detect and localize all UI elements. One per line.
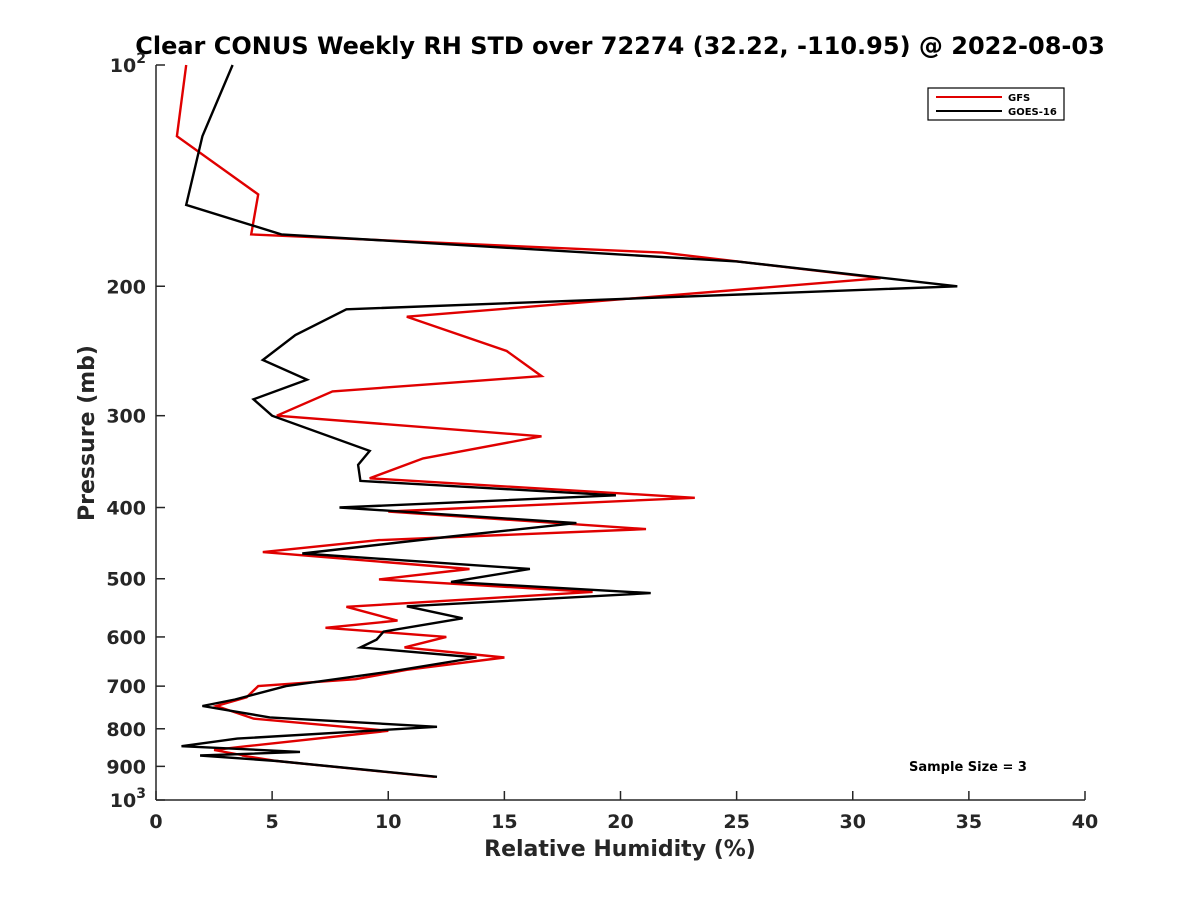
- y-tick-label: 300: [106, 406, 146, 428]
- x-tick-label: 20: [607, 811, 633, 833]
- y-tick-label-power: 102: [110, 51, 146, 77]
- y-tick-label: 600: [106, 627, 146, 649]
- sample-size-annotation: Sample Size = 3: [909, 760, 1027, 775]
- y-tick-base: 10: [110, 55, 136, 77]
- y-tick-label: 700: [106, 676, 146, 698]
- y-tick-exponent: 3: [136, 786, 146, 802]
- x-axis-label: Relative Humidity (%): [484, 837, 756, 862]
- x-tick-label: 0: [149, 811, 162, 833]
- series-line-gfs: [175, 64, 881, 778]
- y-tick-label-power: 103: [110, 786, 146, 812]
- x-tick-label: 5: [266, 811, 279, 833]
- x-tick-label: 25: [723, 811, 749, 833]
- y-tick-label: 500: [106, 569, 146, 591]
- x-tick-label: 30: [840, 811, 866, 833]
- x-tick-label: 35: [956, 811, 982, 833]
- x-tick-label: 10: [375, 811, 401, 833]
- y-tick-base: 10: [110, 790, 136, 812]
- y-axis-label: Pressure (mb): [75, 345, 100, 521]
- legend-box: [927, 87, 1065, 121]
- legend: GFS GOES-16: [927, 87, 1065, 121]
- y-tick-exponent: 2: [136, 51, 146, 67]
- x-ticks: 0 5 10 15 20 25 30 35 40: [149, 791, 1098, 833]
- y-tick-label: 400: [106, 498, 146, 520]
- y-tick-label: 900: [106, 756, 146, 778]
- x-tick-label: 15: [491, 811, 517, 833]
- series-line-goes16: [181, 64, 958, 778]
- chart-title: Clear CONUS Weekly RH STD over 72274 (32…: [135, 32, 1105, 60]
- y-tick-label: 800: [106, 719, 146, 741]
- series-layer: [175, 64, 958, 778]
- legend-label-gfs: GFS: [1008, 93, 1030, 104]
- legend-label-goes16: GOES-16: [1008, 107, 1057, 118]
- x-tick-label: 40: [1072, 811, 1098, 833]
- y-tick-label: 200: [106, 276, 146, 298]
